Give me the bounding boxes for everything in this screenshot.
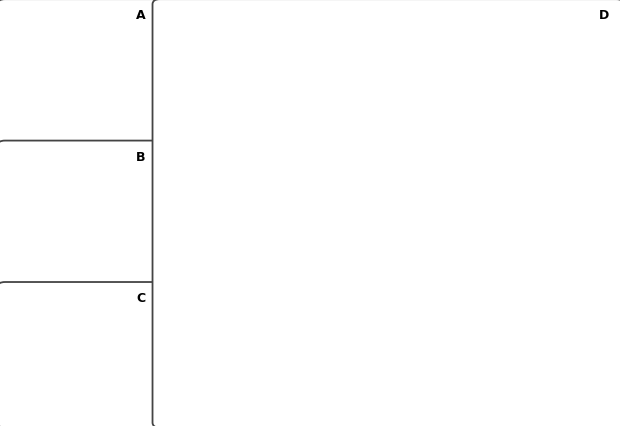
Text: 90 deg: 90 deg (81, 82, 115, 92)
Text: B: B (136, 151, 145, 164)
Text: 10km: 10km (49, 190, 69, 217)
Text: Einstein Telescope
Xylophone option
(ET-C and ET-D): Einstein Telescope Xylophone option (ET-… (176, 57, 266, 97)
Ellipse shape (346, 24, 435, 86)
FancyBboxPatch shape (153, 0, 620, 426)
Text: 10km: 10km (274, 160, 297, 189)
Ellipse shape (529, 285, 609, 343)
Text: 10km: 10km (16, 49, 24, 75)
Text: 10km: 10km (46, 338, 67, 365)
Text: A: A (135, 9, 145, 23)
Text: Blu-HF: Blu-HF (515, 270, 545, 279)
Text: C: C (136, 292, 145, 305)
Text: Gm-LF: Gm-LF (378, 71, 407, 80)
FancyBboxPatch shape (0, 282, 160, 426)
Text: 10km: 10km (484, 160, 507, 189)
Text: D: D (598, 9, 609, 23)
Ellipse shape (172, 285, 252, 343)
Text: 10km: 10km (377, 295, 404, 305)
Text: Red-LF: Red-LF (228, 270, 259, 279)
FancyBboxPatch shape (0, 141, 160, 286)
Text: Gm-HF: Gm-HF (368, 98, 399, 106)
Text: Out: Out (210, 342, 224, 351)
FancyBboxPatch shape (0, 0, 160, 145)
Text: 60 deg: 60 deg (63, 236, 96, 246)
Text: Red-Hf: Red-Hf (254, 252, 285, 261)
Text: Blu-LF: Blu-LF (507, 295, 534, 304)
Text: In: In (228, 326, 235, 335)
